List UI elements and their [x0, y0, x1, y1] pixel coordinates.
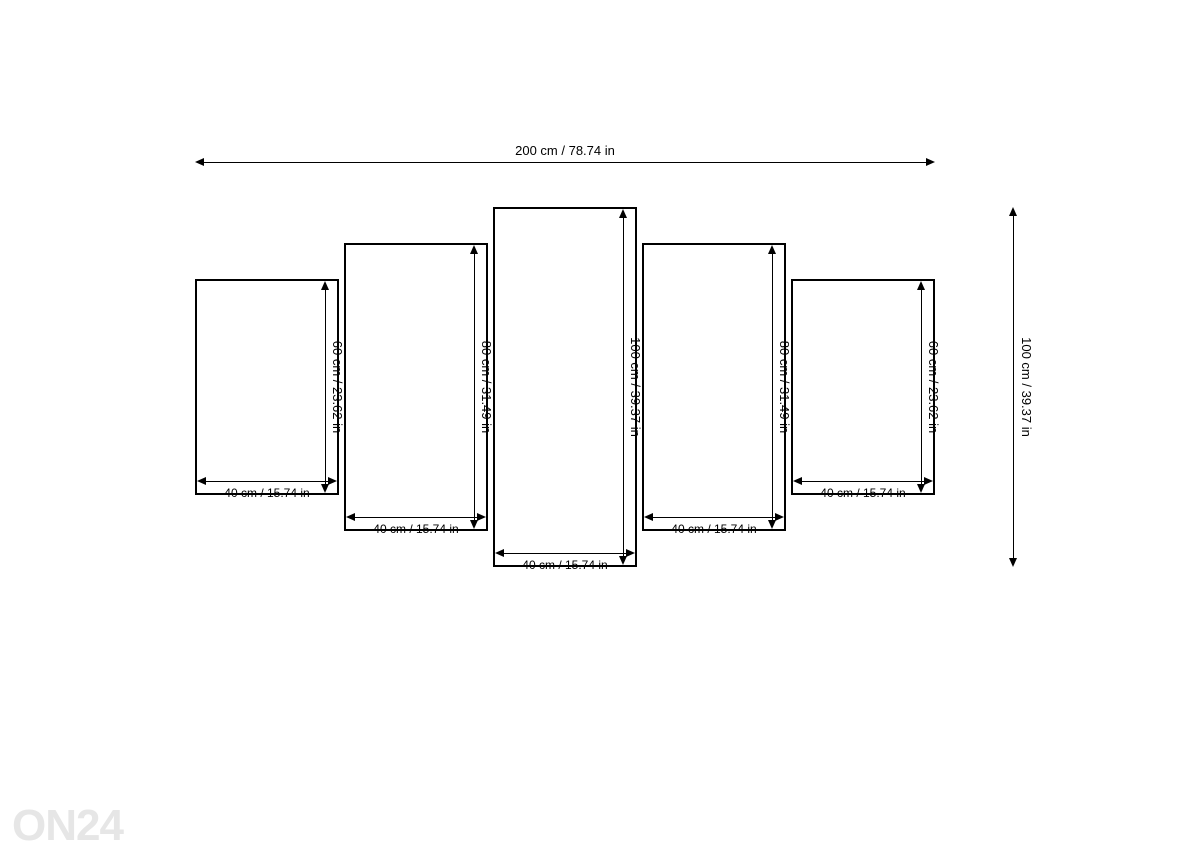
overall-height-label: 100 cm / 39.37 in: [1019, 337, 1034, 437]
arrow-right-icon: [775, 513, 784, 521]
arrow-left-icon: [195, 158, 204, 166]
panel-3: [493, 207, 637, 567]
arrow-up-icon: [768, 245, 776, 254]
arrow-down-icon: [619, 556, 627, 565]
height-dim-line-4: [772, 251, 773, 523]
height-dim-line-5: [921, 287, 922, 487]
arrow-up-icon: [321, 281, 329, 290]
total-width-dim-line: [203, 162, 927, 163]
height-label-4: 80 cm / 31.49 in: [777, 341, 792, 434]
arrow-up-icon: [470, 245, 478, 254]
height-dim-line-3: [623, 215, 624, 559]
panel-1: [195, 279, 339, 495]
width-dim-line-1: [203, 481, 331, 482]
panel-5: [791, 279, 935, 495]
arrow-right-icon: [626, 549, 635, 557]
width-dim-line-3: [501, 553, 629, 554]
height-dim-line-1: [325, 287, 326, 487]
width-label-5: 40 cm / 15.74 in: [820, 484, 905, 500]
arrow-down-icon: [470, 520, 478, 529]
height-dim-line-2: [474, 251, 475, 523]
panel-4: [642, 243, 786, 531]
width-label-2: 40 cm / 15.74 in: [373, 520, 458, 536]
arrow-left-icon: [793, 477, 802, 485]
height-label-5: 60 cm / 23.62 in: [926, 341, 941, 434]
width-label-4: 40 cm / 15.74 in: [671, 520, 756, 536]
arrow-left-icon: [346, 513, 355, 521]
arrow-left-icon: [197, 477, 206, 485]
dimension-diagram: 40 cm / 15.74 in 60 cm / 23.62 in 40 cm / …: [0, 0, 1200, 859]
arrow-up-icon: [1009, 207, 1017, 216]
height-label-2: 80 cm / 31.49 in: [479, 341, 494, 434]
arrow-down-icon: [321, 484, 329, 493]
width-label-3: 40 cm / 15.74 in: [522, 556, 607, 572]
width-dim-line-2: [352, 517, 480, 518]
arrow-right-icon: [924, 477, 933, 485]
overall-height-dim-line: [1013, 215, 1014, 559]
width-dim-line-5: [799, 481, 927, 482]
height-label-3: 100 cm / 39.37 in: [628, 337, 643, 437]
width-label-1: 40 cm / 15.74 in: [224, 484, 309, 500]
arrow-down-icon: [917, 484, 925, 493]
arrow-up-icon: [917, 281, 925, 290]
arrow-left-icon: [644, 513, 653, 521]
arrow-right-icon: [926, 158, 935, 166]
panel-2: [344, 243, 488, 531]
arrow-up-icon: [619, 209, 627, 218]
arrow-right-icon: [328, 477, 337, 485]
arrow-left-icon: [495, 549, 504, 557]
total-width-label: 200 cm / 78.74 in: [515, 143, 615, 160]
width-dim-line-4: [650, 517, 778, 518]
arrow-down-icon: [1009, 558, 1017, 567]
arrow-down-icon: [768, 520, 776, 529]
arrow-right-icon: [477, 513, 486, 521]
watermark-logo: ON24: [12, 801, 123, 851]
height-label-1: 60 cm / 23.62 in: [330, 341, 345, 434]
